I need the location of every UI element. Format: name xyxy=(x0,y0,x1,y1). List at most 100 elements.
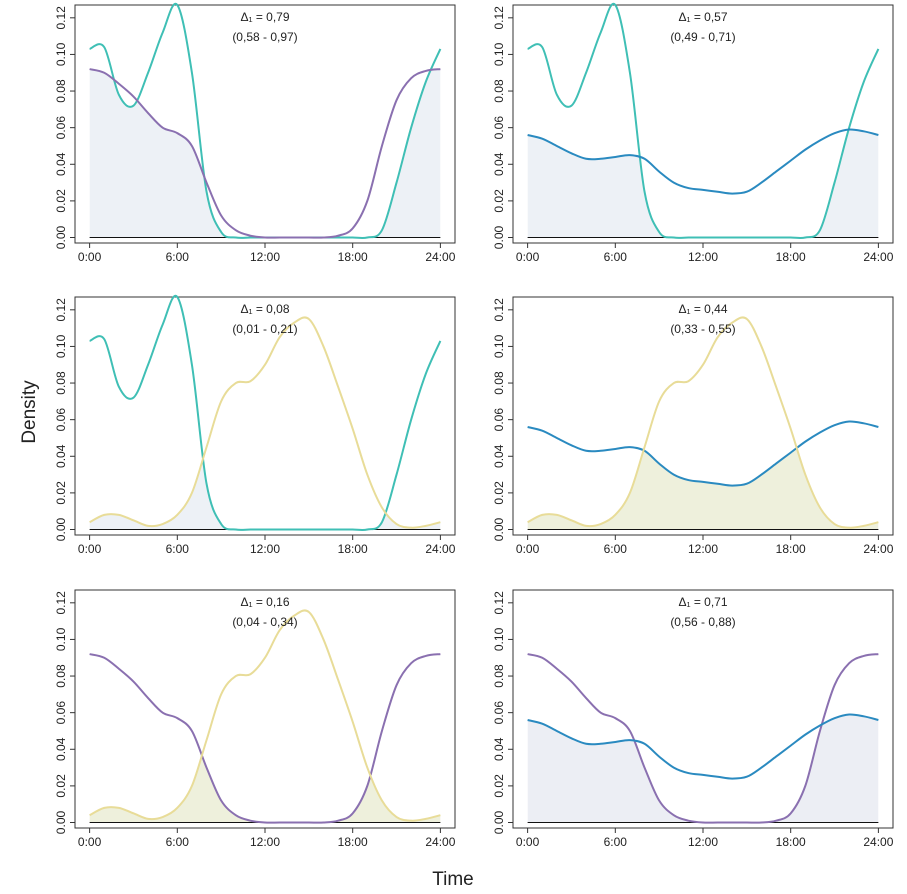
y-tick-label: 0.02 xyxy=(492,189,506,213)
confidence-interval: (0,01 - 0,21) xyxy=(232,322,297,336)
y-tick-label: 0.00 xyxy=(54,811,68,835)
density-curve xyxy=(527,713,879,780)
y-tick-label: 0.02 xyxy=(492,774,506,798)
panel: 0:00 6:00 12:00 18:00 24:00 0.00 0.02 0.04 0.06 0… xyxy=(492,589,894,849)
y-tick-label: 0.00 xyxy=(54,226,68,250)
panel: 0:00 6:00 12:00 18:00 24:00 0.00 0.02 0.04 0.06 0… xyxy=(54,2,456,264)
y-tick-label: 0.12 xyxy=(54,298,68,322)
y-tick-label: 0.04 xyxy=(54,444,68,468)
x-tick-label: 6:00 xyxy=(166,835,190,849)
x-tick-label: 6:00 xyxy=(604,250,628,264)
x-tick-label: 12:00 xyxy=(688,542,718,556)
y-tick-label: 0.12 xyxy=(54,6,68,30)
x-tick-label: 24:00 xyxy=(863,542,893,556)
y-tick-label: 0.06 xyxy=(492,408,506,432)
overlap-coefficient: Δ₁ = 0,16 xyxy=(240,595,289,609)
y-tick-label: 0.10 xyxy=(54,334,68,358)
density-curve xyxy=(89,294,442,532)
y-tick-label: 0.02 xyxy=(54,774,68,798)
y-tick-label: 0.12 xyxy=(492,591,506,615)
overlap-coefficient: Δ₁ = 0,71 xyxy=(678,595,727,609)
density-curve xyxy=(89,316,441,529)
y-tick-label: 0.10 xyxy=(492,334,506,358)
y-tick-label: 0.06 xyxy=(492,116,506,140)
x-tick-label: 18:00 xyxy=(776,542,806,556)
overlap-coefficient: Δ₁ = 0,08 xyxy=(240,302,289,316)
x-tick-label: 6:00 xyxy=(604,835,628,849)
x-tick-label: 24:00 xyxy=(863,835,893,849)
confidence-interval: (0,56 - 0,88) xyxy=(670,615,735,629)
x-tick-label: 0:00 xyxy=(516,250,540,264)
panel: 0:00 6:00 12:00 18:00 24:00 0.00 0.02 0.04 0.06 0… xyxy=(492,2,894,264)
y-tick-label: 0.12 xyxy=(54,591,68,615)
x-tick-label: 18:00 xyxy=(338,250,368,264)
x-tick-label: 0:00 xyxy=(516,542,540,556)
x-tick-label: 24:00 xyxy=(425,835,455,849)
y-tick-label: 0.10 xyxy=(492,627,506,651)
y-tick-label: 0.00 xyxy=(492,518,506,542)
x-tick-label: 18:00 xyxy=(338,542,368,556)
density-curve xyxy=(89,609,441,822)
y-tick-label: 0.02 xyxy=(492,481,506,505)
y-tick-label: 0.08 xyxy=(492,79,506,103)
y-tick-label: 0.04 xyxy=(492,152,506,176)
density-curve xyxy=(89,68,441,239)
confidence-interval: (0,49 - 0,71) xyxy=(670,30,735,44)
x-tick-label: 12:00 xyxy=(250,835,280,849)
x-tick-label: 18:00 xyxy=(776,250,806,264)
overlap-shade xyxy=(527,421,879,530)
y-tick-label: 0.10 xyxy=(492,42,506,66)
y-tick-label: 0.08 xyxy=(54,371,68,395)
overlap-coefficient: Δ₁ = 0,44 xyxy=(678,302,727,316)
x-tick-label: 18:00 xyxy=(776,835,806,849)
x-tick-label: 24:00 xyxy=(425,250,455,264)
confidence-interval: (0,33 - 0,55) xyxy=(670,322,735,336)
x-tick-label: 24:00 xyxy=(425,542,455,556)
y-tick-label: 0.08 xyxy=(54,79,68,103)
y-tick-label: 0.06 xyxy=(54,408,68,432)
overlap-shade xyxy=(527,129,879,238)
y-tick-label: 0.00 xyxy=(492,226,506,250)
x-tick-label: 0:00 xyxy=(78,250,102,264)
panel: 0:00 6:00 12:00 18:00 24:00 0.00 0.02 0.04 0.06 0… xyxy=(54,589,456,849)
density-curve xyxy=(527,2,880,240)
panel: 0:00 6:00 12:00 18:00 24:00 0.00 0.02 0.04 0.06 0… xyxy=(492,296,894,556)
y-tick-label: 0.04 xyxy=(492,737,506,761)
x-tick-label: 18:00 xyxy=(338,835,368,849)
y-tick-label: 0.00 xyxy=(54,518,68,542)
y-tick-label: 0.02 xyxy=(54,189,68,213)
y-tick-label: 0.10 xyxy=(54,627,68,651)
overlap-shade xyxy=(89,69,441,238)
density-curve xyxy=(527,420,879,487)
y-tick-label: 0.04 xyxy=(54,737,68,761)
x-tick-label: 12:00 xyxy=(688,250,718,264)
x-tick-label: 6:00 xyxy=(166,250,190,264)
y-tick-label: 0.06 xyxy=(492,701,506,725)
x-tick-label: 12:00 xyxy=(688,835,718,849)
y-tick-label: 0.04 xyxy=(54,152,68,176)
x-tick-label: 6:00 xyxy=(166,542,190,556)
x-tick-label: 12:00 xyxy=(250,542,280,556)
overlap-coefficient: Δ₁ = 0,79 xyxy=(240,10,289,24)
density-curve xyxy=(89,653,441,824)
x-tick-label: 12:00 xyxy=(250,250,280,264)
x-tick-label: 0:00 xyxy=(516,835,540,849)
y-tick-label: 0.06 xyxy=(54,701,68,725)
x-tick-label: 24:00 xyxy=(863,250,893,264)
y-tick-label: 0.12 xyxy=(492,298,506,322)
x-tick-label: 0:00 xyxy=(78,542,102,556)
panel: 0:00 6:00 12:00 18:00 24:00 0.00 0.02 0.04 0.06 0… xyxy=(54,294,456,556)
y-axis-label: Density xyxy=(19,380,40,444)
overlap-shade xyxy=(89,654,441,823)
density-curve xyxy=(527,316,879,529)
density-curve xyxy=(527,128,879,195)
y-tick-label: 0.06 xyxy=(54,116,68,140)
density-curve xyxy=(527,653,879,824)
y-tick-label: 0.04 xyxy=(492,444,506,468)
y-tick-label: 0.10 xyxy=(54,42,68,66)
y-tick-label: 0.02 xyxy=(54,481,68,505)
y-tick-label: 0.08 xyxy=(492,371,506,395)
overlap-shade xyxy=(527,714,879,823)
y-tick-label: 0.08 xyxy=(492,664,506,688)
